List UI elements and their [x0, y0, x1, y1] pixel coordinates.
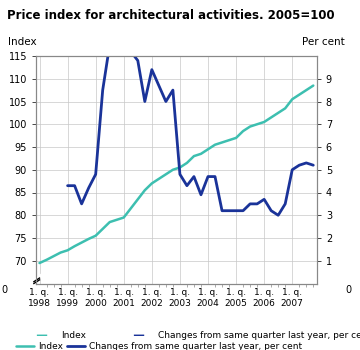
Index [72, 244, 77, 248]
Changes from same quarter last year, per cent [80, 202, 84, 206]
Changes from same quarter last year, per cent [185, 183, 189, 188]
Changes from same quarter last year, per cent [283, 202, 287, 206]
Changes from same quarter last year, per cent [206, 174, 210, 179]
Index [122, 216, 126, 220]
Changes from same quarter last year, per cent [290, 168, 294, 172]
Changes from same quarter last year, per cent [199, 193, 203, 197]
Index [276, 111, 280, 115]
Changes from same quarter last year, per cent [72, 183, 77, 188]
Index [150, 181, 154, 186]
Index [220, 140, 224, 145]
Changes from same quarter last year, per cent [129, 49, 133, 54]
Index [283, 106, 287, 111]
Changes from same quarter last year, per cent [66, 183, 70, 188]
Index [199, 152, 203, 156]
Index [297, 93, 301, 97]
Changes from same quarter last year, per cent [234, 209, 238, 213]
Index [164, 172, 168, 176]
Changes from same quarter last year, per cent [248, 202, 252, 206]
Text: 0: 0 [2, 285, 8, 295]
Index [80, 240, 84, 245]
Index [269, 116, 273, 120]
Index [255, 122, 259, 126]
Changes from same quarter last year, per cent [143, 99, 147, 104]
Changes from same quarter last year, per cent [164, 99, 168, 104]
Index [304, 88, 309, 92]
Changes from same quarter last year, per cent [178, 172, 182, 176]
Changes from same quarter last year, per cent [192, 174, 196, 179]
Changes from same quarter last year, per cent [114, 49, 119, 54]
Index [58, 251, 63, 255]
Changes from same quarter last year, per cent [136, 58, 140, 63]
Text: Index: Index [8, 37, 37, 47]
Changes from same quarter last year, per cent [262, 197, 266, 201]
Line: Changes from same quarter last year, per cent: Changes from same quarter last year, per… [68, 44, 313, 215]
Index [178, 166, 182, 170]
Index [311, 84, 315, 88]
Index [227, 138, 231, 142]
Index [114, 218, 119, 222]
Index [143, 188, 147, 193]
Changes from same quarter last year, per cent [94, 172, 98, 176]
Index [129, 206, 133, 211]
Index [171, 168, 175, 172]
Text: Index: Index [61, 331, 86, 341]
Changes from same quarter last year, per cent [241, 209, 245, 213]
Index [108, 220, 112, 224]
Changes from same quarter last year, per cent [213, 174, 217, 179]
Index [157, 177, 161, 181]
Index [185, 161, 189, 165]
Text: Changes from same quarter last year, per cent: Changes from same quarter last year, per… [158, 331, 360, 341]
Text: Per cent: Per cent [302, 37, 345, 47]
Text: ─: ─ [36, 327, 46, 345]
Index [51, 254, 56, 258]
Changes from same quarter last year, per cent [269, 209, 273, 213]
Index [241, 129, 245, 133]
Changes from same quarter last year, per cent [100, 88, 105, 92]
Index [44, 258, 49, 262]
Index [100, 227, 105, 231]
Legend: Index, Changes from same quarter last year, per cent: Index, Changes from same quarter last ye… [13, 338, 306, 350]
Changes from same quarter last year, per cent [150, 68, 154, 72]
Changes from same quarter last year, per cent [255, 202, 259, 206]
Index [213, 143, 217, 147]
Index [206, 147, 210, 152]
Index [94, 234, 98, 238]
Changes from same quarter last year, per cent [276, 213, 280, 217]
Index [290, 97, 294, 102]
Index [262, 120, 266, 124]
Changes from same quarter last year, per cent [304, 161, 309, 165]
Line: Index: Index [40, 86, 313, 263]
Changes from same quarter last year, per cent [220, 209, 224, 213]
Changes from same quarter last year, per cent [297, 163, 301, 167]
Changes from same quarter last year, per cent [108, 42, 112, 47]
Index [66, 248, 70, 252]
Changes from same quarter last year, per cent [171, 88, 175, 92]
Text: 0: 0 [345, 285, 351, 295]
Index [248, 125, 252, 129]
Changes from same quarter last year, per cent [311, 163, 315, 167]
Text: Price index for architectural activities. 2005=100: Price index for architectural activities… [7, 9, 335, 22]
Text: ─: ─ [133, 327, 143, 345]
Index [136, 197, 140, 201]
Index [234, 136, 238, 140]
Index [192, 154, 196, 158]
Changes from same quarter last year, per cent [86, 186, 91, 190]
Index [37, 261, 42, 265]
Index [86, 237, 91, 241]
Changes from same quarter last year, per cent [122, 42, 126, 47]
Changes from same quarter last year, per cent [157, 84, 161, 88]
Changes from same quarter last year, per cent [227, 209, 231, 213]
